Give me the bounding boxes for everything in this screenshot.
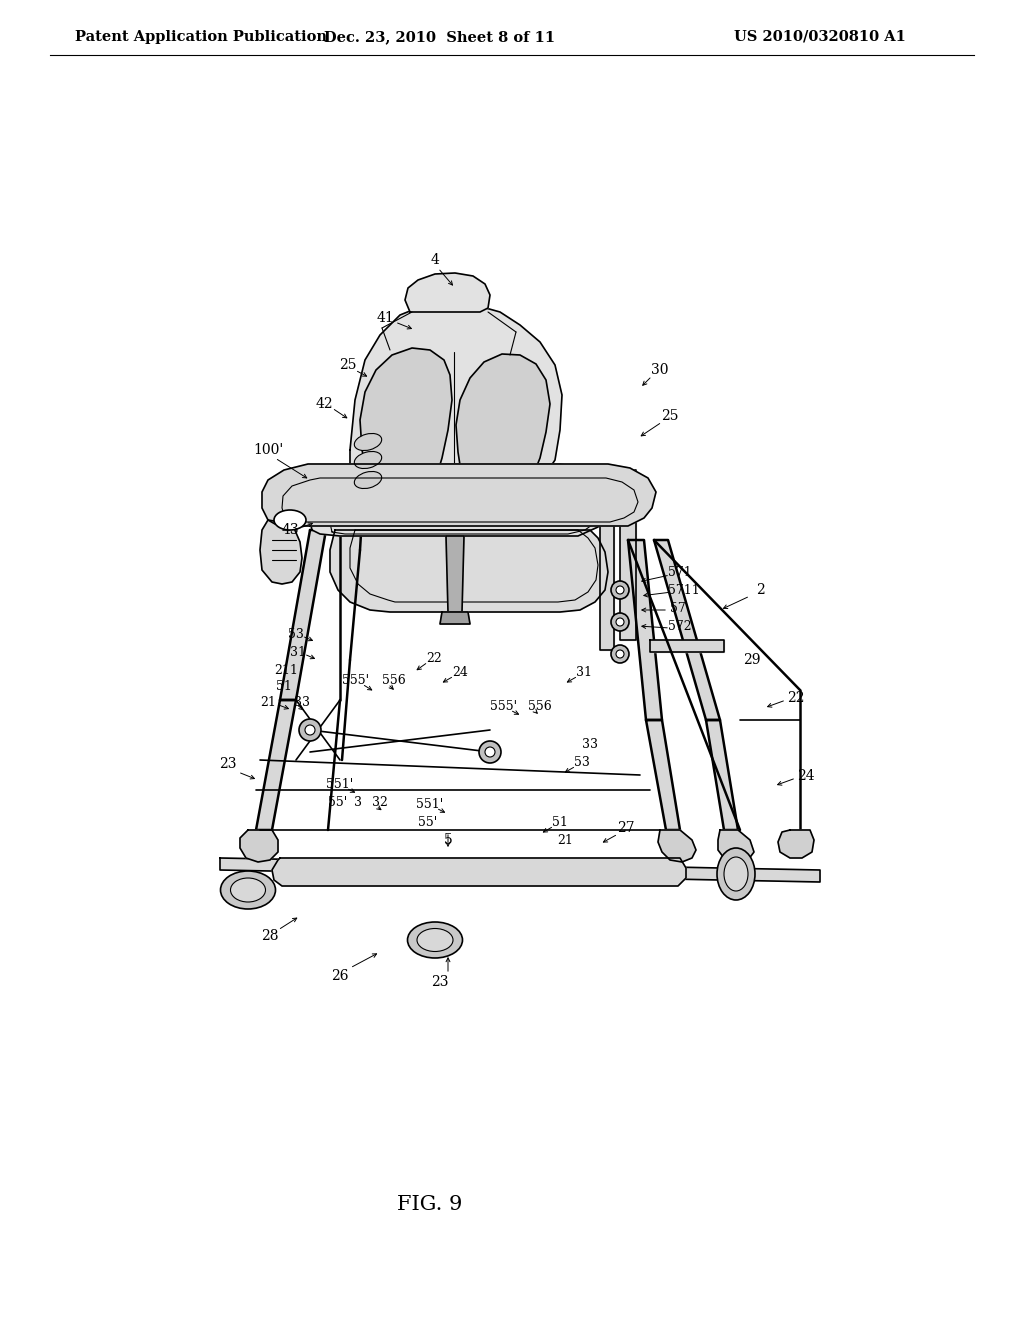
Text: 3: 3 — [354, 796, 362, 808]
Text: 23: 23 — [219, 756, 237, 771]
Text: 24: 24 — [452, 665, 468, 678]
Ellipse shape — [274, 510, 306, 531]
Polygon shape — [440, 612, 470, 624]
Polygon shape — [330, 531, 608, 612]
Text: 32: 32 — [372, 796, 388, 808]
Ellipse shape — [717, 847, 755, 900]
Polygon shape — [718, 830, 754, 862]
Polygon shape — [256, 700, 296, 830]
Polygon shape — [260, 520, 302, 583]
Polygon shape — [308, 465, 612, 536]
Text: 211: 211 — [274, 664, 298, 676]
Text: 55': 55' — [329, 796, 347, 808]
Ellipse shape — [616, 586, 624, 594]
Polygon shape — [280, 531, 326, 700]
Text: 555': 555' — [490, 700, 517, 713]
Ellipse shape — [611, 645, 629, 663]
Polygon shape — [646, 719, 680, 830]
Ellipse shape — [354, 451, 382, 469]
Ellipse shape — [611, 612, 629, 631]
Text: 53: 53 — [574, 755, 590, 768]
Text: 26: 26 — [331, 969, 349, 983]
Polygon shape — [406, 273, 490, 312]
Ellipse shape — [408, 921, 463, 958]
Text: 33: 33 — [582, 738, 598, 751]
Polygon shape — [628, 540, 662, 719]
Text: 55': 55' — [419, 816, 437, 829]
Ellipse shape — [354, 471, 382, 488]
Text: 22: 22 — [787, 690, 805, 705]
Text: 551': 551' — [417, 797, 443, 810]
Text: 551': 551' — [327, 777, 353, 791]
Text: US 2010/0320810 A1: US 2010/0320810 A1 — [734, 30, 906, 44]
Text: 4: 4 — [430, 253, 439, 267]
Text: Patent Application Publication: Patent Application Publication — [75, 30, 327, 44]
Text: 556: 556 — [382, 673, 406, 686]
Text: 51: 51 — [552, 816, 568, 829]
Polygon shape — [658, 830, 696, 862]
Text: 57: 57 — [670, 602, 686, 615]
Text: 41: 41 — [376, 312, 394, 325]
Polygon shape — [350, 302, 562, 484]
Text: 572: 572 — [669, 619, 692, 632]
Text: Dec. 23, 2010  Sheet 8 of 11: Dec. 23, 2010 Sheet 8 of 11 — [325, 30, 556, 44]
Text: 100': 100' — [253, 444, 283, 457]
Text: 25: 25 — [339, 358, 356, 372]
Text: 571: 571 — [668, 565, 692, 578]
Ellipse shape — [417, 928, 453, 952]
Text: 22: 22 — [426, 652, 442, 664]
Polygon shape — [600, 480, 614, 649]
Ellipse shape — [724, 857, 748, 891]
Ellipse shape — [616, 649, 624, 657]
Text: 5: 5 — [443, 833, 453, 847]
Text: 43: 43 — [282, 523, 299, 537]
Polygon shape — [706, 719, 738, 830]
Text: 555': 555' — [342, 673, 370, 686]
Polygon shape — [778, 830, 814, 858]
Text: 27: 27 — [617, 821, 635, 836]
Text: 5711: 5711 — [668, 583, 699, 597]
Polygon shape — [240, 830, 278, 862]
Text: 42: 42 — [315, 397, 333, 411]
Polygon shape — [456, 354, 550, 478]
Polygon shape — [446, 536, 464, 612]
Text: 31: 31 — [290, 645, 306, 659]
Ellipse shape — [354, 433, 382, 450]
Text: 31: 31 — [575, 665, 592, 678]
Ellipse shape — [479, 741, 501, 763]
Ellipse shape — [485, 747, 495, 756]
Text: 53: 53 — [288, 627, 304, 640]
Polygon shape — [654, 540, 720, 719]
Text: 30: 30 — [651, 363, 669, 378]
Polygon shape — [262, 465, 656, 525]
Text: 21: 21 — [557, 833, 573, 846]
Text: 33: 33 — [294, 696, 310, 709]
Text: 556: 556 — [528, 700, 552, 713]
Text: 28: 28 — [261, 929, 279, 942]
Text: 24: 24 — [798, 770, 815, 783]
Text: 29: 29 — [743, 653, 761, 667]
Text: 51: 51 — [276, 680, 292, 693]
Text: 25: 25 — [662, 409, 679, 422]
Polygon shape — [360, 348, 452, 478]
Ellipse shape — [230, 878, 265, 902]
Ellipse shape — [299, 719, 321, 741]
Text: 2: 2 — [756, 583, 764, 597]
Polygon shape — [220, 858, 820, 882]
Ellipse shape — [616, 618, 624, 626]
Polygon shape — [620, 470, 636, 640]
Polygon shape — [272, 858, 686, 886]
Polygon shape — [650, 640, 724, 652]
Ellipse shape — [305, 725, 315, 735]
Text: FIG. 9: FIG. 9 — [397, 1196, 463, 1214]
Text: 23: 23 — [431, 975, 449, 989]
Ellipse shape — [611, 581, 629, 599]
Text: 21: 21 — [260, 696, 275, 709]
Ellipse shape — [220, 871, 275, 909]
